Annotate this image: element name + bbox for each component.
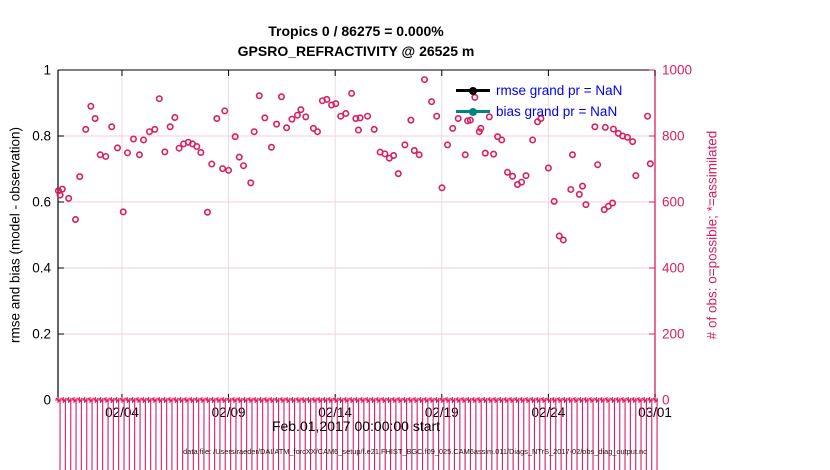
rmse-line-marker-icon (456, 86, 490, 95)
chart-title-line1: Tropics 0 / 86275 = 0.000% (268, 23, 444, 39)
svg-text:1000: 1000 (662, 63, 692, 78)
x-axis-label: Feb.01,2017 00:00:00 start (271, 418, 441, 434)
svg-text:400: 400 (662, 261, 685, 276)
svg-text:200: 200 (662, 327, 685, 342)
rmse-legend-dot-icon (469, 86, 477, 95)
svg-text:0: 0 (43, 393, 51, 408)
bias-legend-dot-icon (469, 107, 477, 116)
bias-line-marker-icon (456, 107, 490, 116)
svg-text:600: 600 (662, 195, 685, 210)
y-axis-label-left: rmse and bias (model - observation) (7, 126, 23, 344)
svg-text:0.6: 0.6 (32, 195, 51, 210)
svg-text:0.8: 0.8 (32, 129, 51, 144)
svg-text:0.4: 0.4 (32, 261, 51, 276)
legend-label-bias: bias grand pr = NaN (496, 104, 618, 119)
svg-text:0.2: 0.2 (32, 327, 51, 342)
legend-entry-bias: bias grand pr = NaN (456, 101, 622, 122)
legend-entry-rmse: rmse grand pr = NaN (456, 80, 622, 101)
plot-legend: rmse grand pr = NaN bias grand pr = NaN (456, 80, 622, 122)
data-file-caption: data file: /Users/raeder/DAI/ATM_forcXX/… (183, 447, 647, 456)
svg-text:1: 1 (43, 63, 51, 78)
chart-title: Tropics 0 / 86275 = 0.000% GPSRO_REFRACT… (56, 21, 656, 61)
svg-text:800: 800 (662, 129, 685, 144)
chart-title-line2: GPSRO_REFRACTIVITY @ 26525 m (237, 43, 475, 59)
legend-label-rmse: rmse grand pr = NaN (496, 83, 623, 98)
y-axis-label-right: # of obs: o=possible; *=assimilated (704, 130, 720, 340)
svg-text:0: 0 (662, 393, 670, 408)
